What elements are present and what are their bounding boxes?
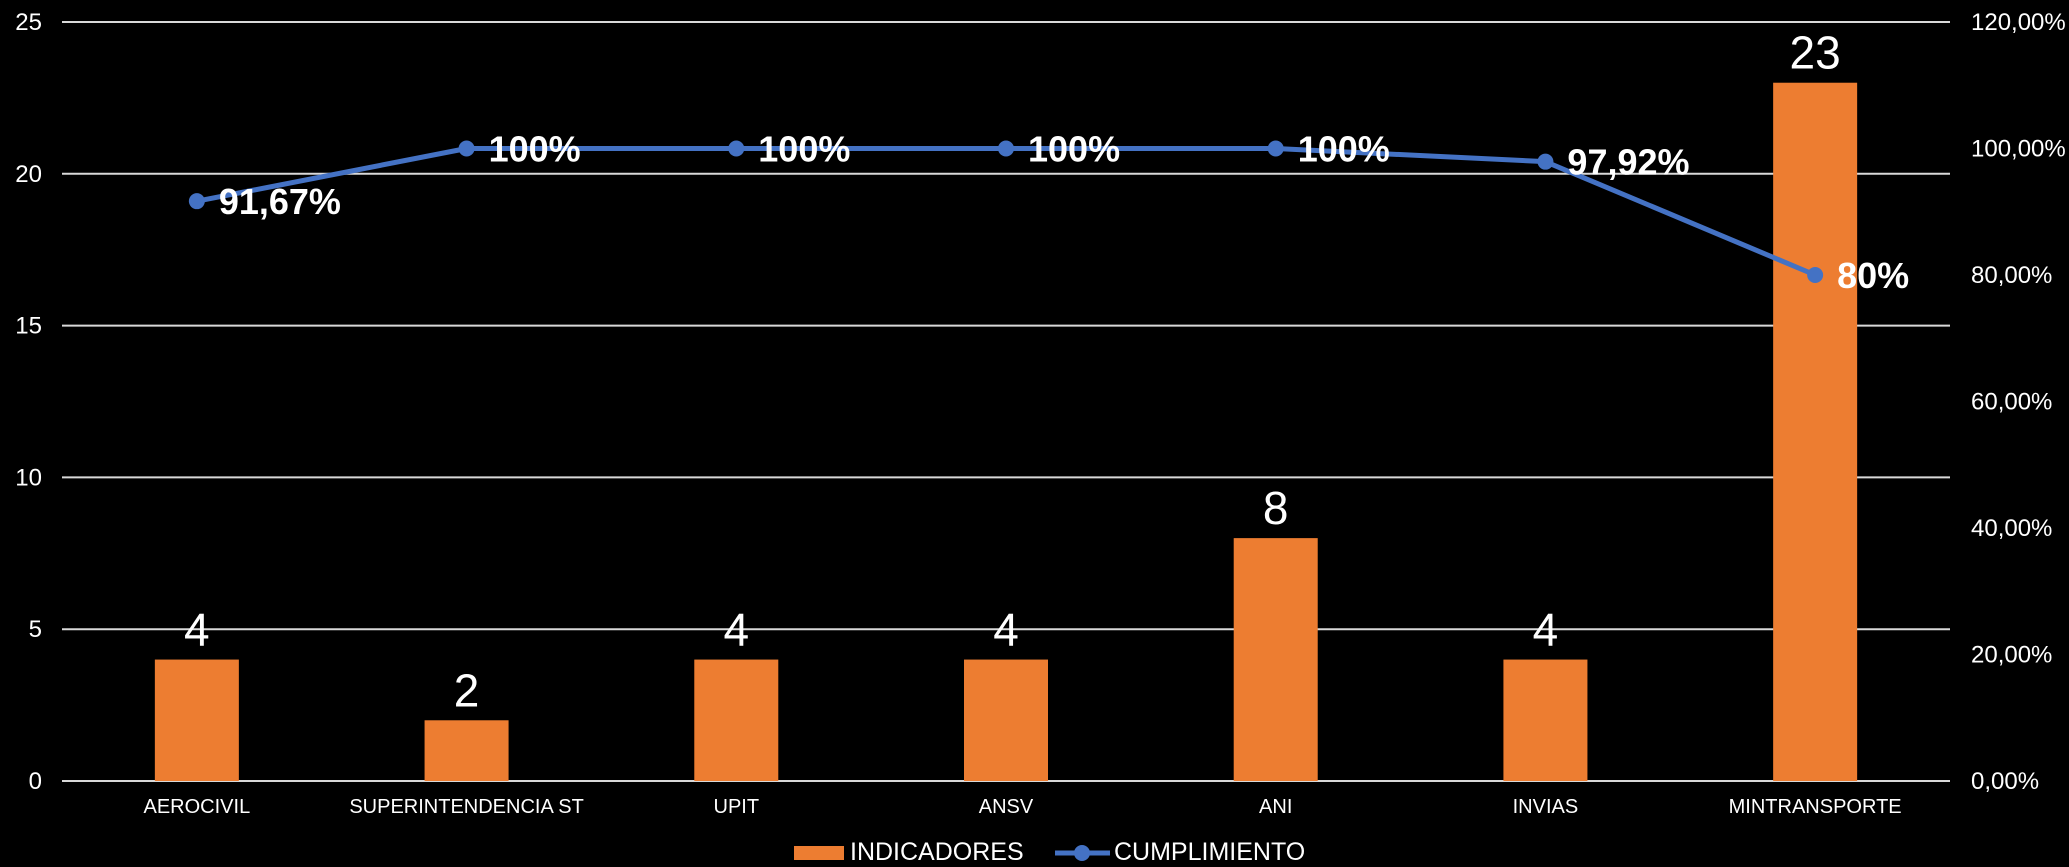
- line-point: [1807, 267, 1824, 283]
- right-axis-tick-label: 40,00%: [1971, 515, 2052, 542]
- gridlines: [62, 21, 1950, 782]
- line-series: [188, 140, 1824, 283]
- left-axis-tick-label: 10: [15, 464, 42, 491]
- category-label: SUPERINTENDENCIA ST: [349, 796, 583, 818]
- bar-value-label: 23: [1790, 27, 1841, 79]
- right-axis-tick-label: 20,00%: [1971, 642, 2052, 669]
- bar-value-label: 4: [993, 604, 1019, 656]
- bar-data-labels: 4 2 4 4 8 4 23: [184, 27, 1841, 717]
- left-axis-tick-label: 15: [15, 313, 42, 340]
- category-label: ANSV: [979, 796, 1034, 818]
- bar-series: [154, 82, 1858, 782]
- right-axis-tick-label: 80,00%: [1971, 262, 2052, 289]
- line-value-label: 100%: [758, 129, 850, 170]
- legend: INDICADORES CUMPLIMIENTO: [794, 838, 1305, 866]
- left-axis-tick-label: 25: [15, 9, 42, 36]
- bar-value-label: 8: [1263, 482, 1289, 534]
- right-axis-tick-label: 0,00%: [1971, 768, 2039, 795]
- category-label: UPIT: [714, 796, 760, 818]
- legend-swatch-bar: [794, 846, 844, 860]
- bar: [694, 659, 779, 781]
- legend-label: CUMPLIMIENTO: [1114, 838, 1305, 866]
- bar: [424, 720, 509, 781]
- line-value-label: 91,67%: [219, 181, 341, 222]
- line-value-label: 97,92%: [1567, 142, 1689, 183]
- bar-value-label: 4: [723, 604, 749, 656]
- line-point: [458, 140, 475, 157]
- bar: [154, 659, 239, 781]
- line-point: [1267, 140, 1284, 157]
- legend-swatch-marker: [1074, 845, 1090, 861]
- right-axis-tick-label: 100,00%: [1971, 136, 2066, 163]
- bar: [1503, 659, 1588, 781]
- left-axis-tick-label: 0: [29, 768, 42, 795]
- line-point: [188, 193, 205, 210]
- legend-label: INDICADORES: [850, 838, 1024, 866]
- left-axis-tick-label: 5: [29, 616, 42, 643]
- bar-value-label: 4: [184, 604, 210, 656]
- bar-value-label: 4: [1533, 604, 1559, 656]
- category-label: MINTRANSPORTE: [1729, 796, 1902, 818]
- category-label: INVIAS: [1513, 796, 1579, 818]
- left-axis-tick-label: 20: [15, 161, 42, 188]
- category-label: ANI: [1259, 796, 1292, 818]
- right-axis-tick-label: 120,00%: [1971, 9, 2066, 36]
- right-axis: 0,00% 20,00% 40,00% 60,00% 80,00% 100,00% 120,…: [1971, 9, 2066, 795]
- right-axis-tick-label: 60,00%: [1971, 389, 2052, 416]
- left-axis: 0 5 10 15 20 25: [15, 9, 42, 795]
- line-value-label: 100%: [1028, 129, 1120, 170]
- line-data-labels: 91,67% 100% 100% 100% 100% 97,92% 80%: [219, 129, 1909, 297]
- line-point: [1537, 153, 1554, 170]
- line-point: [728, 140, 745, 157]
- line-value-label: 80%: [1837, 255, 1909, 296]
- bar: [1773, 82, 1858, 782]
- category-axis: AEROCIVIL SUPERINTENDENCIA ST UPIT ANSV ANI I…: [144, 796, 1902, 818]
- line-value-label: 100%: [1298, 129, 1390, 170]
- line-point: [998, 140, 1014, 157]
- bar: [1233, 538, 1318, 781]
- bar-value-label: 2: [454, 664, 480, 716]
- category-label: AEROCIVIL: [144, 796, 251, 818]
- bar: [964, 659, 1048, 781]
- line-value-label: 100%: [489, 129, 581, 170]
